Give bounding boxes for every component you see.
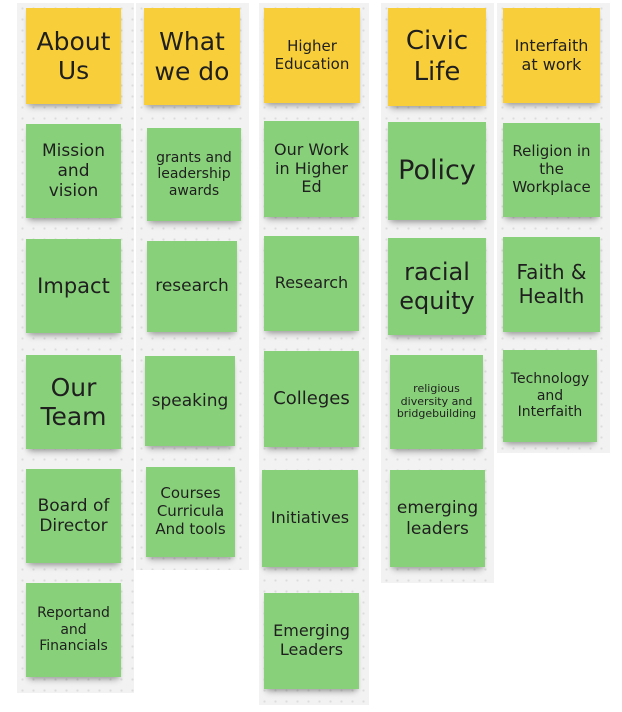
header-note-higher-education[interactable]: Higher Education <box>264 8 360 103</box>
header-note-civic-life[interactable]: Civic Life <box>388 8 486 106</box>
note-religious-diversity-and-bridgebuilding[interactable]: religious diversity and bridgebuilding <box>390 355 483 449</box>
note-impact[interactable]: Impact <box>26 239 121 333</box>
note-emerging-leaders[interactable]: Emerging Leaders <box>264 593 359 689</box>
note-grants-and-leadership-awards[interactable]: grants and leadership awards <box>147 128 241 221</box>
note-board-of-director[interactable]: Board of Director <box>26 469 121 563</box>
note-racial-equity[interactable]: racial equity <box>388 238 486 335</box>
note-faith-and-health[interactable]: Faith & Health <box>503 237 600 332</box>
header-note-interfaith-at-work[interactable]: Interfaith at work <box>503 8 600 103</box>
note-research-higher-ed[interactable]: Research <box>264 236 359 331</box>
note-policy[interactable]: Policy <box>388 122 486 220</box>
note-our-team[interactable]: Our Team <box>26 355 121 449</box>
note-report-and-financials[interactable]: Reportand and Financials <box>26 583 121 677</box>
note-mission-and-vision[interactable]: Mission and vision <box>26 124 121 218</box>
note-religion-in-the-workplace[interactable]: Religion in the Workplace <box>503 123 600 217</box>
note-courses-curricula-and-tools[interactable]: Courses Curricula And tools <box>146 467 235 557</box>
header-note-about-us[interactable]: About Us <box>26 8 121 104</box>
note-our-work-in-higher-ed[interactable]: Our Work in Higher Ed <box>264 121 359 217</box>
note-technology-and-interfaith[interactable]: Technology and Interfaith <box>503 350 597 442</box>
note-colleges[interactable]: Colleges <box>264 351 359 447</box>
note-initiatives[interactable]: Initiatives <box>262 470 358 567</box>
note-emerging-leaders-civic[interactable]: emerging leaders <box>390 470 485 567</box>
note-speaking[interactable]: speaking <box>145 356 235 446</box>
header-note-what-we-do[interactable]: What we do <box>144 8 240 105</box>
column-about-us <box>17 3 134 693</box>
note-research[interactable]: research <box>147 241 237 332</box>
